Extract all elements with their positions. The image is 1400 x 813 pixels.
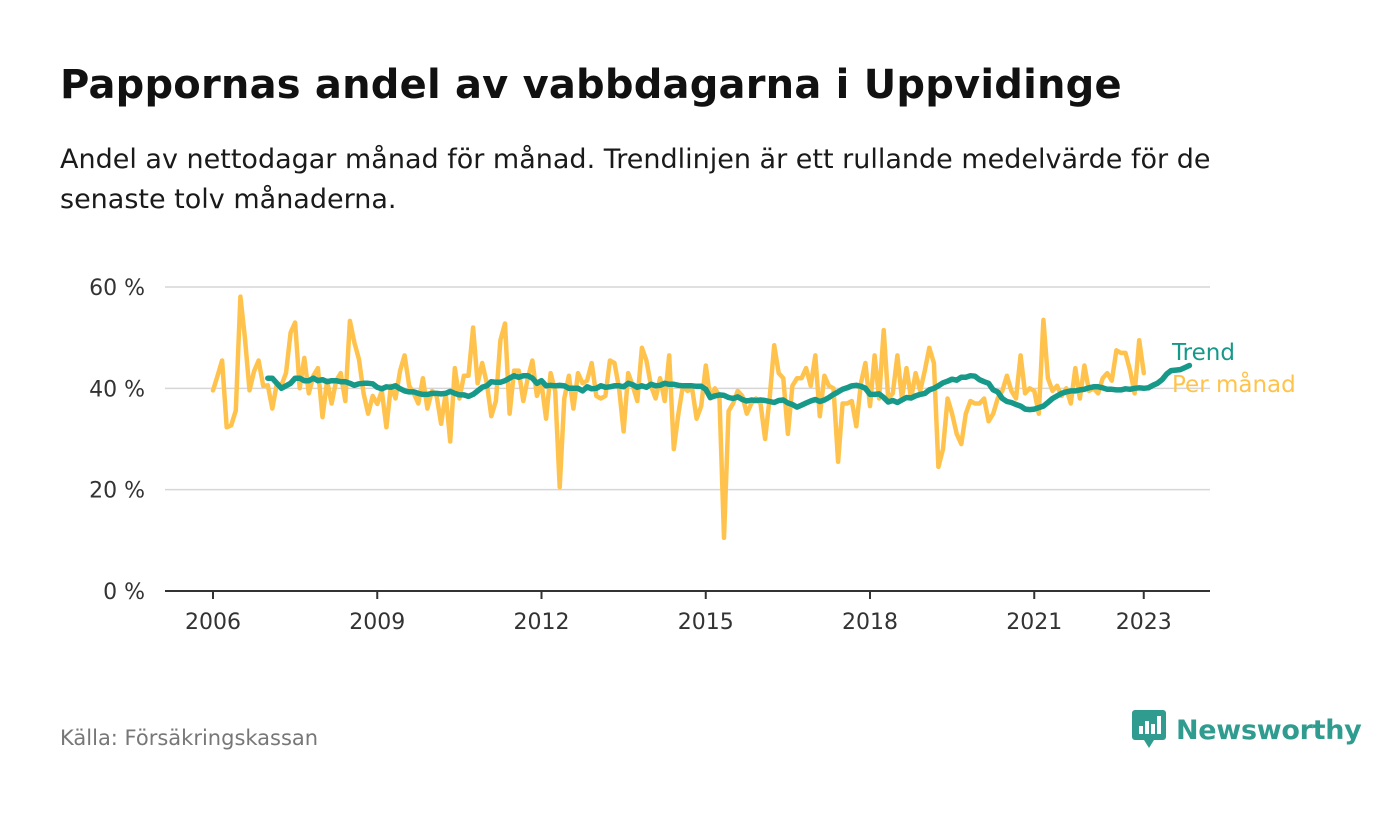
series-lines bbox=[210, 294, 1193, 541]
chart-title: Pappornas andel av vabbdagarna i Uppvidi… bbox=[60, 62, 1122, 108]
x-tick-label: 2023 bbox=[1116, 610, 1172, 635]
legend: Per månad Trend bbox=[1171, 340, 1296, 398]
x-tick-label: 2018 bbox=[842, 610, 898, 635]
newsworthy-logo-icon bbox=[1132, 710, 1166, 748]
series-points bbox=[212, 296, 1190, 538]
y-tick-label: 60 % bbox=[89, 276, 145, 301]
chart-subtitle: Andel av nettodagar månad för månad. Tre… bbox=[60, 144, 1211, 215]
x-tick-label: 2006 bbox=[185, 610, 241, 635]
x-axis: 2006 2009 2012 2015 2018 2021 2023 bbox=[165, 590, 1210, 635]
x-tick-label: 2021 bbox=[1006, 610, 1062, 635]
y-tick-label: 40 % bbox=[89, 377, 145, 402]
line-chart: 0 % 20 % 40 % 60 % 2006 2009 2012 2015 2018 2021… bbox=[89, 276, 1296, 635]
y-axis-ticks: 0 % 20 % 40 % 60 % bbox=[89, 276, 145, 605]
legend-label: Trend bbox=[1171, 340, 1235, 366]
series-line-0 bbox=[210, 294, 1147, 541]
legend-label: Per månad bbox=[1172, 370, 1296, 398]
brand-logo[interactable]: Newsworthy bbox=[1132, 710, 1362, 750]
x-tick-label: 2015 bbox=[678, 610, 734, 635]
y-tick-label: 0 % bbox=[103, 580, 145, 605]
x-tick-label: 2012 bbox=[514, 610, 570, 635]
x-tick-label: 2009 bbox=[349, 610, 405, 635]
source-note: Källa: Försäkringskassan bbox=[60, 726, 319, 750]
y-tick-label: 20 % bbox=[89, 479, 145, 504]
brand-name: Newsworthy bbox=[1176, 714, 1362, 746]
